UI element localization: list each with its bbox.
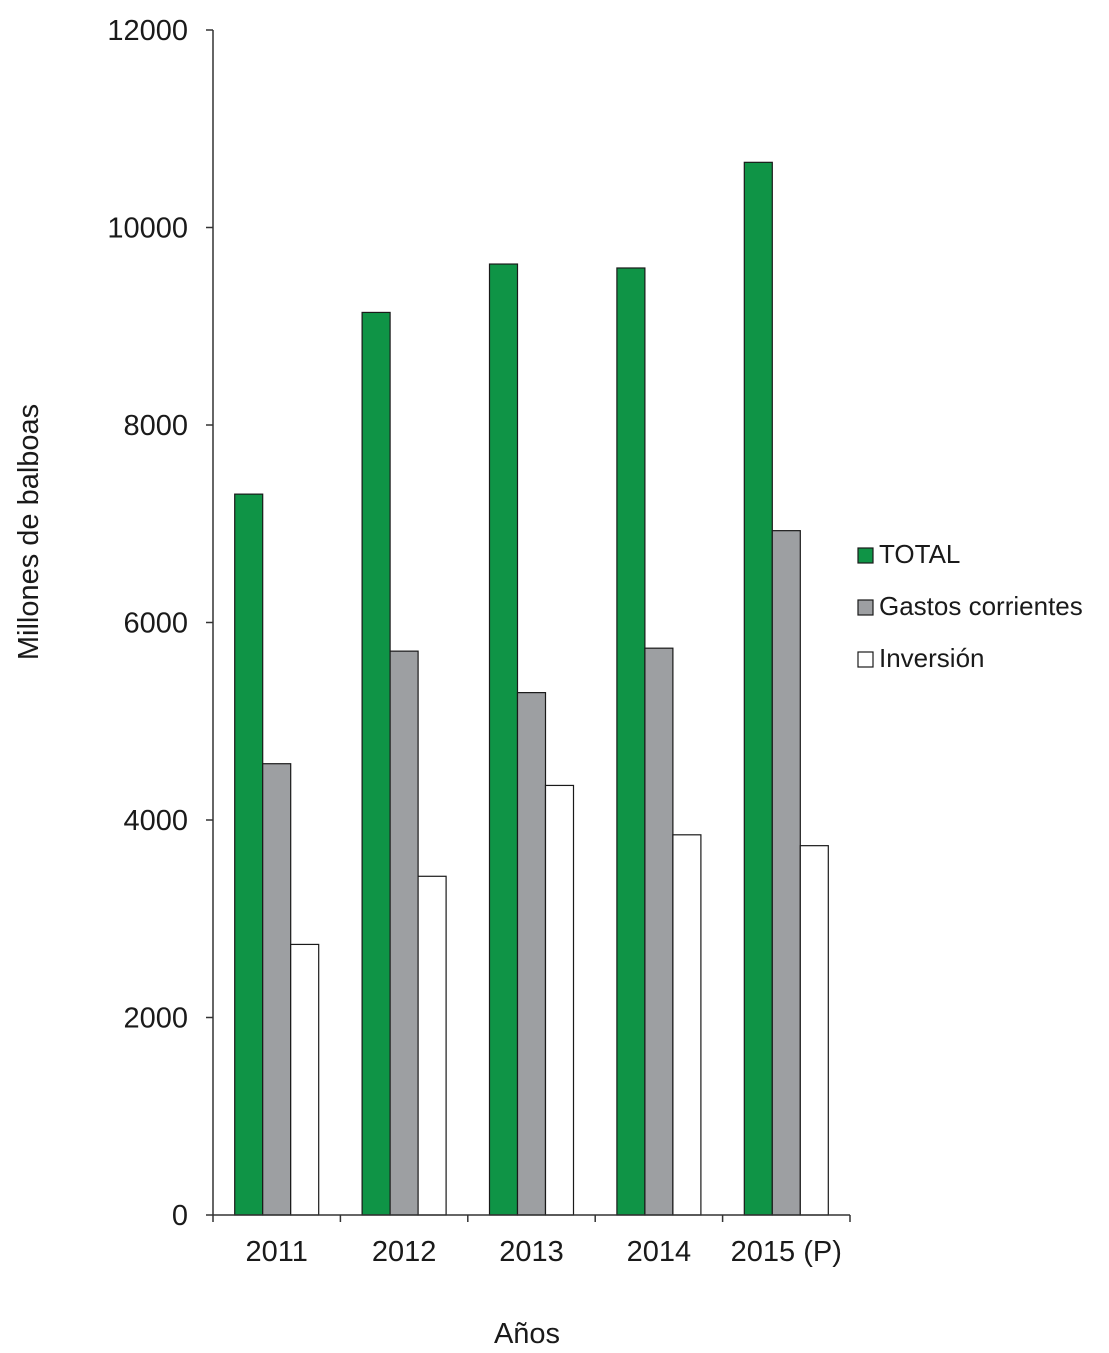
x-tick-label: 2013 — [499, 1236, 564, 1268]
legend-swatch — [857, 651, 874, 668]
bar — [389, 650, 419, 1216]
y-axis-ticks: 0 2000 4000 6000 8000 10000 12000 — [107, 15, 213, 1232]
x-tick-label: 2015 (P) — [731, 1236, 842, 1268]
bar — [290, 943, 320, 1216]
bar — [644, 647, 674, 1216]
bar — [799, 845, 829, 1216]
y-axis-title: Millones de balboas — [13, 404, 45, 660]
legend-label: TOTAL — [879, 539, 960, 569]
bar — [616, 267, 646, 1216]
bar — [743, 161, 773, 1216]
legend-label: Gastos corrientes — [879, 591, 1083, 621]
x-tick-label: 2011 — [246, 1236, 308, 1268]
y-tick-label: 0 — [172, 1200, 188, 1232]
bar — [488, 263, 519, 1216]
y-tick-label: 12000 — [107, 15, 188, 47]
bar — [544, 784, 575, 1216]
bar — [361, 311, 391, 1216]
y-tick-label: 8000 — [123, 410, 188, 442]
legend-swatch — [857, 599, 874, 616]
y-tick-label: 6000 — [123, 608, 188, 640]
bar — [234, 493, 264, 1216]
bar — [417, 875, 447, 1216]
x-tick-label: 2012 — [372, 1236, 437, 1268]
y-tick-label: 4000 — [123, 805, 188, 837]
y-tick-label: 2000 — [123, 1003, 188, 1035]
bar — [262, 763, 292, 1216]
y-tick-label: 10000 — [107, 213, 188, 245]
bar — [672, 834, 702, 1216]
bars-layer — [234, 161, 829, 1216]
x-tick-label: 2014 — [627, 1236, 692, 1268]
legend-label: Inversión — [879, 643, 985, 673]
x-axis-ticks: 2011 2012 2013 2014 2015 (P) — [212, 1215, 851, 1268]
legend-swatch — [857, 547, 874, 564]
legend: TOTAL Gastos corrientes Inversión — [857, 539, 1083, 673]
x-axis-title: Años — [494, 1318, 560, 1348]
bar — [516, 692, 547, 1216]
bar — [771, 530, 801, 1216]
